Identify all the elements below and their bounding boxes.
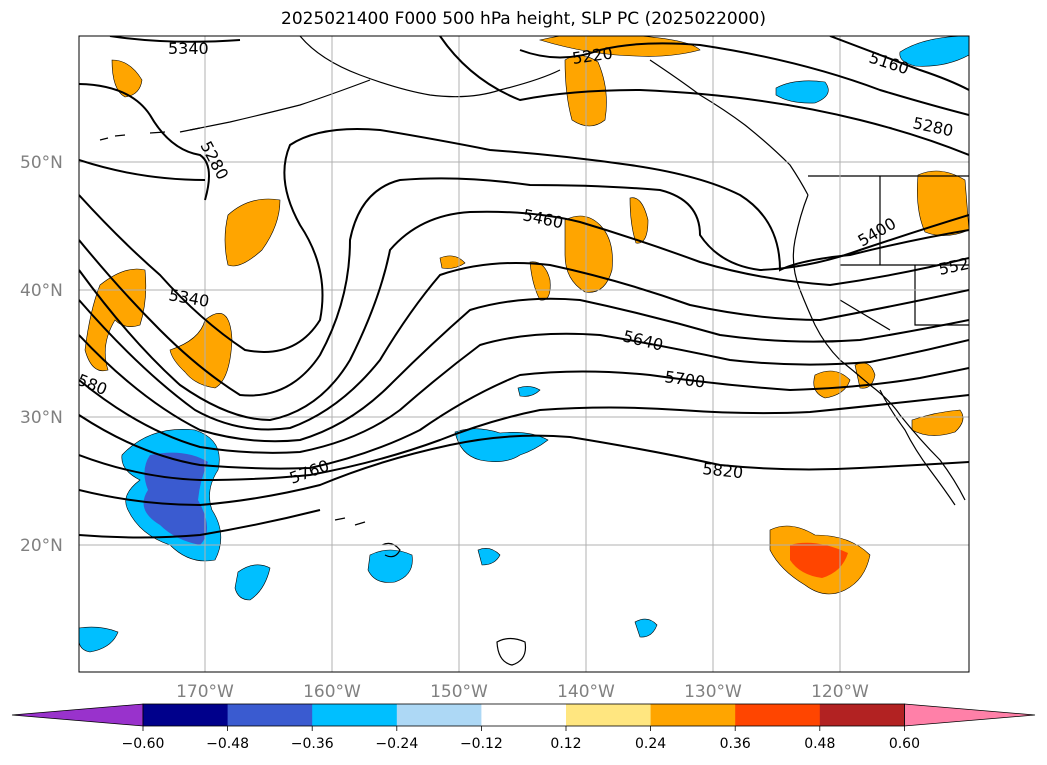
contour-5340 — [79, 128, 969, 353]
contour-552 — [79, 261, 969, 431]
colorbar-segment — [481, 704, 567, 726]
colorbar-segment — [650, 704, 736, 726]
map-title: 2025021400 F000 500 hPa height, SLP PC (… — [281, 9, 766, 29]
lon-label: 170°W — [176, 682, 234, 702]
colorbar-segment — [735, 704, 821, 726]
positive-anomaly-region — [629, 197, 649, 244]
colorbar-segment — [396, 704, 482, 726]
contour-5340-north — [79, 36, 241, 181]
positive-anomaly-core — [790, 542, 848, 578]
contour-label: 5340 — [168, 39, 209, 58]
height-contours — [79, 36, 969, 539]
contour-5880 — [79, 509, 321, 539]
latitude-labels: 50°N 40°N 30°N 20°N — [20, 153, 63, 556]
contour-5220 — [519, 42, 969, 116]
contour-5580 — [79, 297, 969, 443]
lon-label: 150°W — [430, 682, 488, 702]
contour-5760 — [79, 394, 969, 482]
state-border — [839, 176, 969, 331]
contour-5280 — [79, 36, 969, 201]
alaska-coast — [299, 36, 561, 98]
hawaii — [334, 517, 401, 558]
contour-5640 — [79, 332, 969, 454]
contour-5700 — [79, 367, 969, 470]
negative-anomaly-region — [477, 548, 501, 566]
contour-5460 — [79, 210, 969, 422]
colorbar-segment — [143, 704, 229, 726]
positive-anomaly-region — [84, 268, 147, 372]
positive-anomaly-region — [564, 215, 613, 293]
colorbar-segment — [819, 704, 905, 726]
positive-anomaly-region — [529, 261, 551, 301]
negative-anomaly-region — [634, 618, 658, 638]
negative-anomaly-region — [79, 626, 119, 653]
positive-anomaly-region — [224, 198, 281, 267]
colorbar-tick-label: −0.48 — [206, 736, 249, 752]
lat-label: 30°N — [20, 408, 63, 428]
colorbar: −0.60 −0.48 −0.36 −0.24 −0.12 0.12 0.24 0.36 0.4… — [11, 703, 1036, 752]
lon-label: 130°W — [684, 682, 742, 702]
colorbar-segment — [312, 704, 398, 726]
contour-5820 — [79, 434, 969, 507]
colorbar-tick-label: −0.24 — [375, 736, 418, 752]
negative-anomaly-region — [775, 80, 829, 104]
lat-label: 50°N — [20, 153, 63, 173]
contour-label: 5820 — [702, 459, 744, 482]
aleutians — [99, 127, 201, 141]
lon-label: 120°W — [811, 682, 869, 702]
contour-5160 — [829, 36, 969, 91]
coastlines — [99, 36, 969, 666]
colorbar-extend-min — [11, 703, 144, 727]
colorbar-tick-label: 0.36 — [720, 736, 751, 752]
colorbar-tick-label: 0.12 — [550, 736, 581, 752]
lon-label: 160°W — [303, 682, 361, 702]
baja — [879, 389, 956, 506]
positive-anomaly-region — [169, 313, 233, 389]
colorbar-segment — [227, 704, 313, 726]
colorbar-tick-label: −0.36 — [291, 736, 334, 752]
bc-coast — [649, 59, 809, 196]
colorbar-tick-label: 0.60 — [889, 736, 920, 752]
colorbar-tick-label: −0.60 — [122, 736, 165, 752]
positive-anomaly-region — [911, 409, 964, 436]
colorbar-tick-label: 0.48 — [804, 736, 835, 752]
positive-anomaly-region — [111, 59, 143, 98]
negative-anomaly-region — [367, 549, 413, 583]
longitude-labels: 170°W 160°W 150°W 140°W 130°W 120°W — [176, 682, 869, 702]
negative-anomaly-region — [234, 564, 271, 601]
lon-label: 140°W — [557, 682, 615, 702]
positive-anomaly-region — [917, 170, 969, 236]
colorbar-tick-label: 0.24 — [635, 736, 666, 752]
graticule — [79, 36, 969, 672]
colorbar-frame — [142, 703, 905, 727]
negative-anomaly-region — [454, 428, 549, 462]
contour-5400 — [79, 177, 969, 397]
colorbar-tick-label: −0.12 — [460, 736, 503, 752]
negative-anomaly-region — [517, 386, 541, 397]
island-blob — [496, 637, 527, 666]
lat-label: 20°N — [20, 536, 63, 556]
colorbar-segment — [566, 704, 652, 726]
lat-label: 40°N — [20, 281, 63, 301]
colorbar-extend-max — [904, 703, 1036, 727]
plot-frame — [78, 35, 970, 673]
negative-anomaly-region — [899, 36, 969, 67]
